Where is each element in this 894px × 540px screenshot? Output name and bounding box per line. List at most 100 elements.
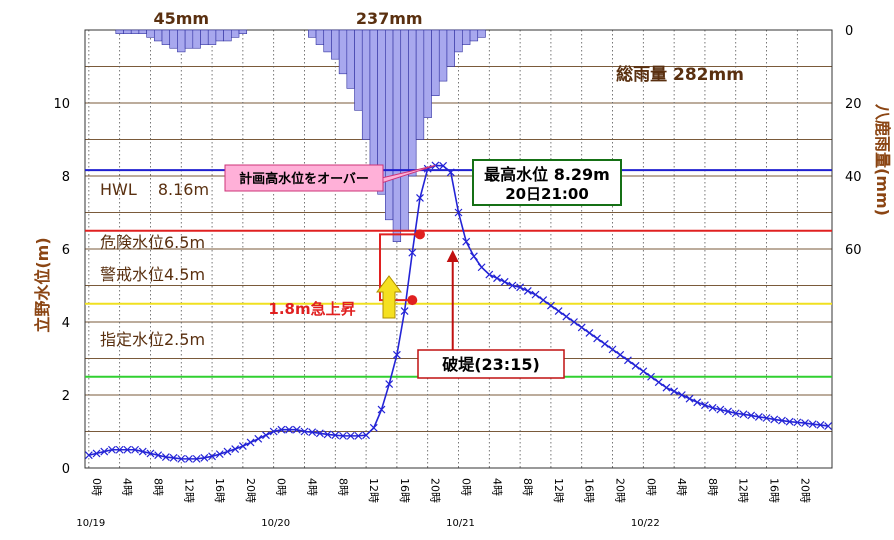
water-level-point [631, 361, 640, 370]
breach-arrow-head [446, 250, 459, 262]
water-level-point [493, 274, 501, 283]
rainfall-bar [385, 29, 394, 221]
water-level-point [801, 419, 809, 428]
water-level-point [285, 425, 294, 434]
water-level-point [785, 417, 794, 426]
rainfall-bar [308, 29, 317, 38]
water-level-point [593, 334, 602, 343]
water-level-point [824, 422, 833, 430]
peak-text-line2: 20日21:00 [505, 185, 589, 203]
water-level-point [523, 287, 532, 295]
rainfall-bar [115, 29, 124, 34]
water-level-point [131, 445, 139, 454]
rainfall-bar [431, 29, 440, 96]
date-label: 10/19 [76, 518, 105, 529]
rainfall-bar [415, 29, 425, 140]
grid [84, 29, 833, 469]
x-tick-label: 0時 [644, 478, 657, 496]
total-rainfall-label: 総雨量 282mm [616, 64, 744, 85]
water-level-point [439, 161, 448, 170]
peak-box [472, 159, 622, 206]
left-tick-label: 2 [62, 389, 70, 404]
rainfall-bar [400, 29, 409, 232]
water-level-point [662, 383, 671, 392]
rainfall-bar [231, 29, 240, 38]
rainfall-bar [392, 29, 402, 242]
right-tick-label: 60 [845, 243, 862, 258]
annotations: 45mm 237mm 総雨量 282mm 計画高水位をオーバー 最高水位 8.29m20… [153, 9, 744, 379]
x-tick-label: 16時 [583, 478, 596, 503]
water-level-point [223, 447, 232, 456]
rainfall-bar [192, 29, 201, 49]
water-level-point [500, 277, 509, 286]
water-level-point [192, 454, 201, 463]
water-level-point [554, 307, 563, 315]
left-tick-label: 8 [62, 170, 70, 185]
threshold-label-HWL: HWL 8.16m [100, 180, 209, 199]
breach-box [417, 349, 565, 379]
x-tick-label: 4時 [305, 478, 318, 496]
water-level-point [477, 263, 486, 272]
threshold-label-warning: 警戒水位4.5m [100, 265, 205, 284]
x-tick-label: 0時 [90, 478, 103, 496]
x-tick-label: 12時 [552, 478, 565, 503]
x-tick-label: 8時 [151, 478, 164, 496]
rainfall-bar [184, 29, 194, 49]
water-level-point [369, 423, 378, 432]
water-level-point [177, 454, 186, 463]
water-level-point [724, 407, 732, 416]
water-level-point [308, 428, 317, 437]
left-tick-label: 4 [62, 316, 70, 331]
over-plan-box [224, 164, 384, 192]
water-level-point [693, 398, 702, 407]
x-tick-label: 20時 [429, 478, 442, 503]
water-level-point [546, 301, 555, 310]
water-level-point [185, 454, 193, 463]
left-tick-label: 10 [53, 97, 70, 112]
water-level-point [339, 431, 347, 440]
water-level-point [100, 447, 109, 456]
water-level-point [92, 449, 101, 458]
water-level-point [377, 405, 386, 414]
rainfall-bars [115, 29, 486, 242]
left-axis-title: 立野水位(m) [33, 237, 52, 332]
rain-total-label: 45mm [153, 9, 209, 28]
water-level-point [315, 429, 324, 438]
water-level-point [346, 431, 355, 440]
x-tick-label: 8時 [706, 478, 719, 496]
right-tick-label: 20 [845, 97, 862, 112]
x-tick-label: 16時 [213, 478, 226, 503]
water-level-point [639, 367, 648, 376]
breach-text: 破堤(23:15) [442, 355, 540, 374]
rainfall-bar [462, 29, 471, 45]
up-arrow-icon [376, 275, 402, 319]
x-tick-label: 12時 [367, 478, 380, 503]
rainfall-bar [331, 29, 340, 60]
water-level-point [647, 372, 655, 381]
water-level-point [454, 208, 463, 217]
water-level-point [708, 403, 717, 412]
water-level-point [446, 168, 455, 177]
water-level-point [354, 431, 363, 440]
right-axis-title: 八鹿雨量(mm) [873, 103, 892, 216]
x-tick-label: 8時 [521, 478, 534, 496]
water-level-point [254, 434, 263, 443]
x-tick-label: 4時 [490, 478, 503, 496]
rise-bracket [379, 233, 420, 302]
rainfall-bar [338, 29, 348, 75]
rainfall-bar [200, 29, 209, 45]
date-label: 10/22 [631, 518, 660, 529]
x-tick-label: 20時 [244, 478, 257, 503]
rise-label: 1.8m急上昇 [268, 300, 355, 318]
water-level-point [462, 237, 471, 246]
water-level-point [208, 452, 216, 461]
rainfall-bar [138, 29, 147, 34]
water-level-point [292, 425, 301, 434]
rainfall-bar [477, 29, 486, 38]
water-level-point [531, 290, 540, 299]
rise-point-high [414, 229, 425, 240]
water-level-point [570, 318, 578, 326]
water-level-point [716, 405, 725, 414]
x-tick-label: 0時 [275, 478, 288, 496]
water-level-point [238, 442, 247, 451]
